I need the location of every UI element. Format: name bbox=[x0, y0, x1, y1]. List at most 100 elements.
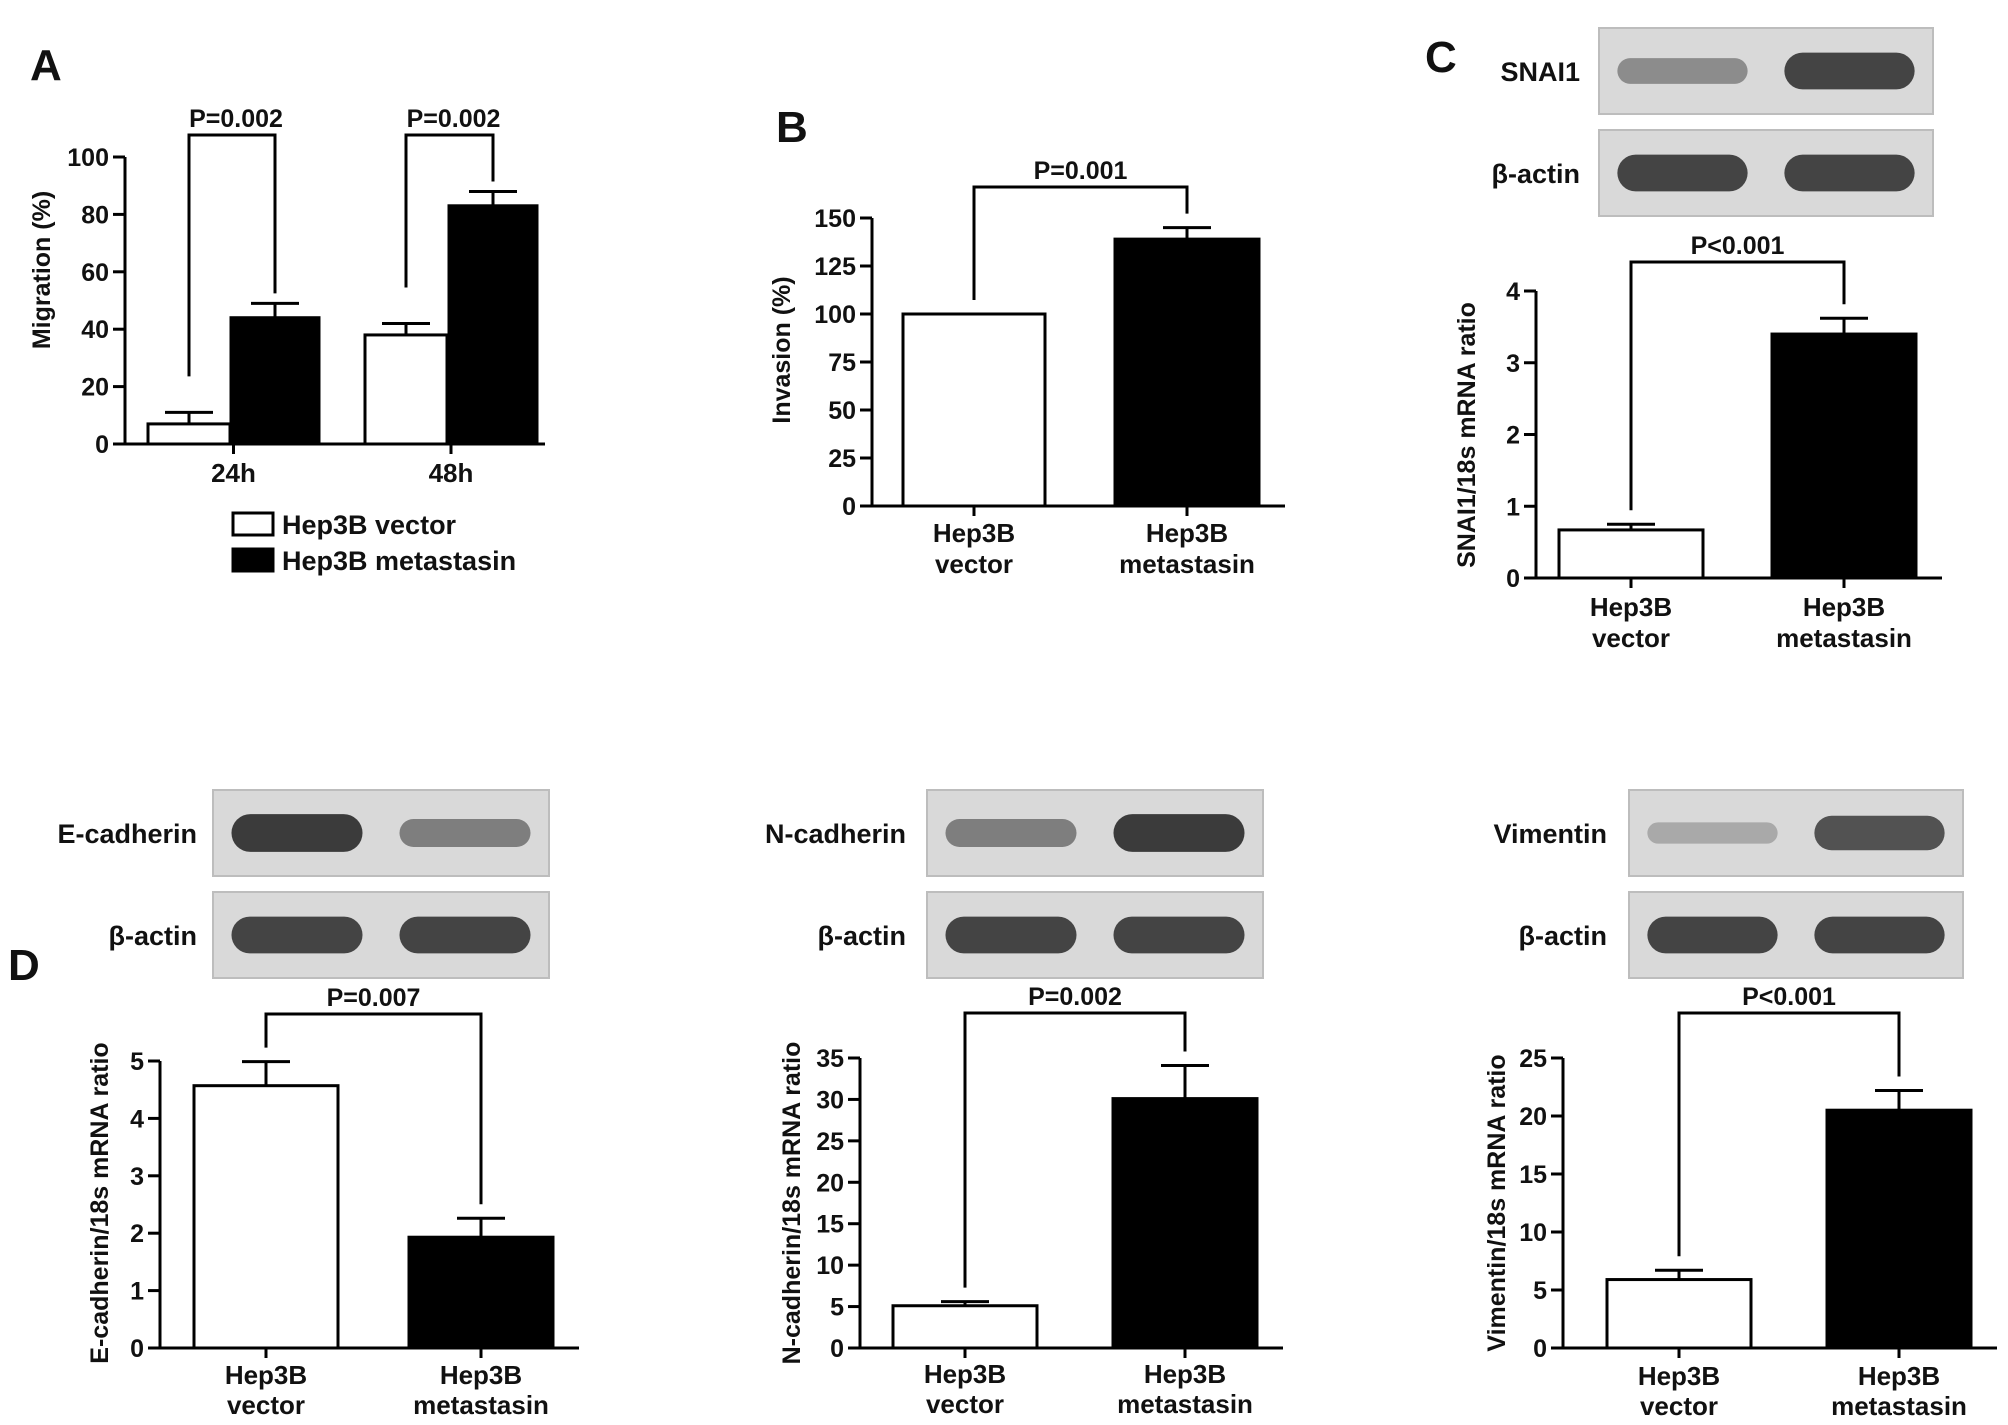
y-tick-label: 20 bbox=[1519, 1103, 1547, 1131]
blot-d-n-2: β-actin bbox=[818, 891, 1264, 979]
blot-d-v-2: β-actin bbox=[1519, 891, 1964, 979]
bar-1 bbox=[407, 1235, 555, 1350]
y-tick-label: 0 bbox=[1533, 1335, 1547, 1363]
blot-d-e-1: E-cadherin bbox=[57, 789, 550, 877]
y-axis-label: E-cadherin/18s mRNA ratio bbox=[86, 1042, 114, 1363]
blot-label: N-cadherin bbox=[765, 819, 906, 849]
category-label: Hep3B bbox=[225, 1360, 307, 1390]
category-label: Hep3B bbox=[1144, 1359, 1226, 1389]
category-label: 24h bbox=[211, 458, 256, 488]
y-tick-label: 25 bbox=[1519, 1045, 1547, 1073]
p-value-label: P<0.001 bbox=[1691, 232, 1785, 260]
category-label: metastasin bbox=[1119, 549, 1255, 579]
p-value-label: P=0.002 bbox=[1028, 983, 1122, 1011]
y-tick-label: 1 bbox=[130, 1278, 144, 1306]
category-label: 48h bbox=[429, 458, 474, 488]
y-tick-label: 50 bbox=[828, 397, 856, 425]
blot-band bbox=[231, 814, 363, 852]
y-axis-label: Invasion (%) bbox=[768, 276, 796, 423]
bar-1 bbox=[1825, 1108, 1973, 1350]
y-tick-label: 10 bbox=[1519, 1219, 1547, 1247]
category-label: vector bbox=[1592, 623, 1670, 653]
blot-label: β-actin bbox=[109, 921, 198, 951]
panel-letter-c: C bbox=[1425, 33, 1457, 82]
legend-swatch-1 bbox=[231, 547, 275, 573]
bar-1 bbox=[1111, 1097, 1259, 1350]
y-tick-label: 0 bbox=[830, 1335, 844, 1363]
bar-s0-1 bbox=[363, 333, 449, 446]
blot-band bbox=[1814, 815, 1945, 851]
y-tick-label: 2 bbox=[1506, 422, 1520, 450]
bar-s1-1 bbox=[447, 204, 539, 446]
y-tick-label: 125 bbox=[814, 253, 856, 281]
blot-band bbox=[1814, 916, 1945, 954]
y-tick-label: 5 bbox=[830, 1294, 844, 1322]
blot-c-2: β-actin bbox=[1492, 129, 1934, 217]
blot-c-1: SNAI1 bbox=[1500, 27, 1934, 115]
p-value-label: P=0.002 bbox=[189, 105, 283, 133]
y-tick-label: 3 bbox=[1506, 350, 1520, 378]
significance-bracket bbox=[187, 133, 277, 377]
y-tick-label: 100 bbox=[814, 301, 856, 329]
blot-label: E-cadherin bbox=[57, 819, 197, 849]
panel-letter-a: A bbox=[30, 41, 62, 90]
blot-band bbox=[1784, 52, 1915, 90]
y-tick-label: 15 bbox=[1519, 1161, 1547, 1189]
legend-label-0: Hep3B vector bbox=[282, 510, 457, 540]
y-tick-label: 4 bbox=[130, 1105, 144, 1133]
category-label: Hep3B bbox=[1590, 592, 1672, 622]
y-tick-label: 60 bbox=[81, 259, 109, 287]
legend-panel-a: Hep3B vector Hep3B metastasin bbox=[231, 510, 516, 576]
y-axis-label: Migration (%) bbox=[28, 191, 56, 349]
blot-band bbox=[1113, 916, 1245, 954]
blot-label: Vimentin bbox=[1493, 819, 1607, 849]
bar-0 bbox=[1557, 528, 1705, 580]
blot-band bbox=[1617, 154, 1748, 192]
blot-band bbox=[1647, 822, 1778, 844]
category-label: vector bbox=[1640, 1391, 1718, 1421]
legend-swatch-0 bbox=[231, 511, 275, 537]
category-label: Hep3B bbox=[1146, 518, 1228, 548]
y-axis-label: SNAI1/18s mRNA ratio bbox=[1453, 302, 1481, 568]
category-label: Hep3B bbox=[1638, 1361, 1720, 1391]
y-tick-label: 5 bbox=[130, 1048, 144, 1076]
y-tick-label: 20 bbox=[81, 374, 109, 402]
y-tick-label: 150 bbox=[814, 205, 856, 233]
bar-0 bbox=[1605, 1278, 1753, 1350]
bar-1 bbox=[1770, 332, 1918, 580]
bar-0 bbox=[901, 312, 1047, 508]
bar-s1-0 bbox=[229, 316, 321, 446]
blot-label: β-actin bbox=[1519, 921, 1608, 951]
blot-d-n-1: N-cadherin bbox=[765, 789, 1264, 877]
y-tick-label: 40 bbox=[81, 316, 109, 344]
category-label: vector bbox=[926, 1389, 1004, 1419]
y-tick-label: 3 bbox=[130, 1163, 144, 1191]
category-label: vector bbox=[227, 1390, 305, 1420]
significance-bracket bbox=[1677, 1011, 1901, 1257]
category-label: Hep3B bbox=[924, 1359, 1006, 1389]
y-tick-label: 20 bbox=[816, 1169, 844, 1197]
y-axis-label: N-cadherin/18s mRNA ratio bbox=[778, 1042, 806, 1365]
blot-band bbox=[399, 916, 531, 954]
y-tick-label: 4 bbox=[1506, 278, 1520, 306]
category-label: metastasin bbox=[413, 1390, 549, 1420]
blot-label: β-actin bbox=[1492, 159, 1581, 189]
y-tick-label: 0 bbox=[130, 1335, 144, 1363]
y-tick-label: 80 bbox=[81, 201, 109, 229]
significance-bracket bbox=[963, 1011, 1187, 1288]
blot-band bbox=[1113, 814, 1245, 852]
blot-d-v-1: Vimentin bbox=[1493, 789, 1964, 877]
y-tick-label: 5 bbox=[1533, 1277, 1547, 1305]
significance-bracket bbox=[1629, 260, 1846, 511]
p-value-label: P=0.007 bbox=[327, 984, 421, 1012]
western-blots: SNAI1 β-actin E-cadherin β-actin N-cadherin β… bbox=[57, 27, 1964, 979]
chart-panel-a: 0 20 40 60 80 100 Migration (%) 24h 48h P=0.002 P=… bbox=[28, 105, 545, 488]
category-label: vector bbox=[935, 549, 1013, 579]
blot-band bbox=[1617, 58, 1748, 84]
blot-d-e-2: β-actin bbox=[109, 891, 550, 979]
y-tick-label: 0 bbox=[95, 431, 109, 459]
